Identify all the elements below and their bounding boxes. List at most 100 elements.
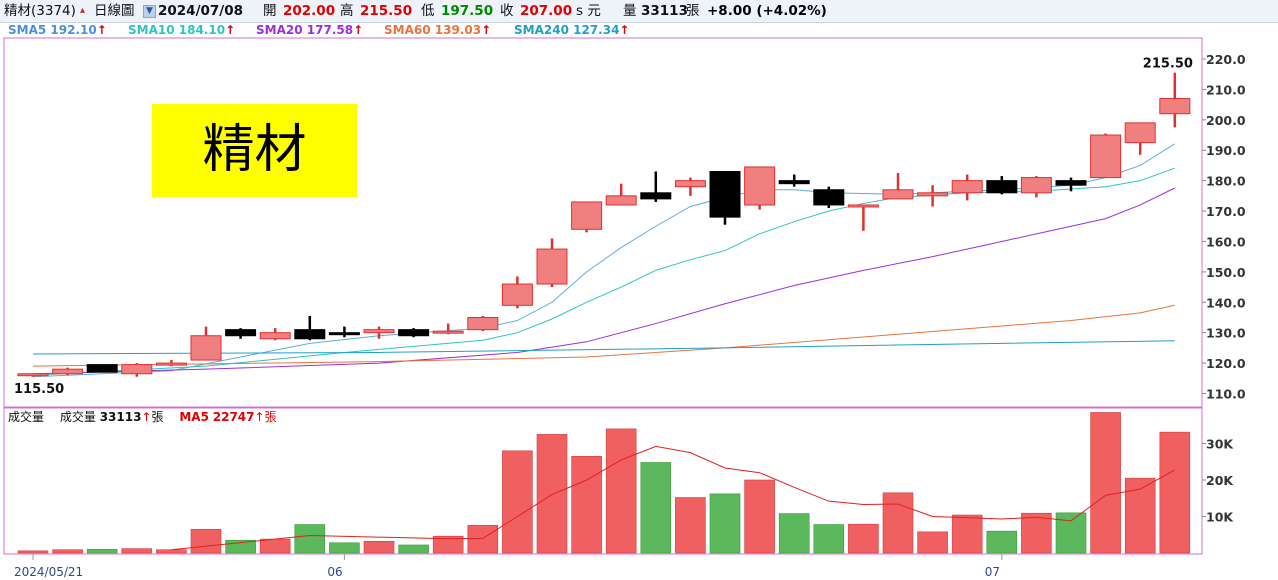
price-panel-border <box>3 37 1203 408</box>
sma5-legend-name: SMA5 <box>8 23 47 37</box>
sma10-legend: SMA10 184.10↑ <box>128 22 235 38</box>
close-label: 收 <box>500 3 514 19</box>
price-tick-label: 170.0 <box>1206 204 1246 219</box>
volume-bar <box>1090 412 1121 554</box>
volume-ma5-line <box>171 445 1176 551</box>
candle-body <box>640 192 672 200</box>
sma20-legend-name: SMA20 <box>256 23 303 37</box>
volume-bar <box>986 530 1018 554</box>
up-arrow-icon: ↑ <box>141 410 152 424</box>
currency-unit: s 元 <box>576 3 601 19</box>
sma240-legend: SMA240 127.34↑ <box>514 22 629 38</box>
candle-body <box>917 192 949 197</box>
candle-body <box>1090 134 1122 179</box>
candle-body <box>709 171 741 218</box>
price-change: +8.00 (+4.02%) <box>707 3 827 19</box>
volume-bar <box>951 514 983 554</box>
candle-body <box>1020 177 1052 194</box>
date-tick-label: 06 <box>327 565 342 579</box>
sma10-legend-value: 184.10 <box>178 23 226 37</box>
volume-legend-label: 成交量 <box>59 410 96 424</box>
price-tick-label: 210.0 <box>1206 82 1246 97</box>
volume-legend-value: 33113 <box>99 410 142 424</box>
up-arrow-icon: ↑ <box>481 23 492 37</box>
date-tick-label: 2024/05/21 <box>14 565 83 579</box>
close-value: 207.00 <box>520 3 573 19</box>
volume-bar <box>640 462 672 554</box>
candle-body <box>536 248 568 285</box>
candle-body <box>1124 122 1156 144</box>
volume-bar <box>1159 431 1191 554</box>
candles <box>17 72 1191 377</box>
volume-bar <box>398 544 429 554</box>
up-arrow-icon: ↑ <box>225 23 236 37</box>
price-tick-label: 180.0 <box>1206 174 1246 189</box>
candle-body <box>605 195 637 206</box>
volume-bar <box>190 528 222 554</box>
sma60-legend: SMA60 139.03↑ <box>384 22 491 38</box>
volume-panel-border <box>3 407 1203 555</box>
price-tick-label: 130.0 <box>1206 326 1246 341</box>
candle-body <box>328 332 360 336</box>
sma5-legend-value: 192.10 <box>50 23 97 37</box>
candle-body <box>86 364 118 373</box>
candle-body <box>52 368 84 375</box>
up-arrow-icon: ↑ <box>353 23 364 37</box>
stock-name-watermark: 精材 <box>152 104 357 197</box>
open-label: 開 <box>263 3 277 19</box>
low-label: 低 <box>421 3 435 19</box>
max-price-label: 215.50 <box>1143 57 1193 72</box>
high-value: 215.50 <box>360 3 413 19</box>
volume-bar <box>156 549 187 554</box>
open-value: 202.00 <box>283 3 336 19</box>
ma5-legend-value: 22747 <box>212 410 255 424</box>
ma5-legend-unit: 張 <box>264 410 277 424</box>
candle-body <box>190 335 222 361</box>
volume-bar <box>813 524 845 554</box>
candle-body <box>778 180 810 185</box>
volume-bar <box>17 550 49 554</box>
price-tick-label: 160.0 <box>1206 234 1246 249</box>
price-tick-label: 140.0 <box>1206 295 1246 310</box>
sma240-legend-name: SMA240 <box>514 23 569 37</box>
price-tick-label: 190.0 <box>1206 143 1246 158</box>
volume-bar <box>571 455 602 554</box>
volume-bar <box>52 549 83 554</box>
volume-bar <box>536 434 568 554</box>
candle-body <box>467 316 499 331</box>
volume-bar <box>259 538 291 554</box>
volume-ma5-line <box>171 445 1176 551</box>
volume-bar <box>882 492 914 554</box>
volume-bar <box>121 548 153 554</box>
period-label[interactable]: 日線圖 <box>94 3 135 19</box>
min-price-label: 115.50 <box>14 382 64 397</box>
sma60-legend-name: SMA60 <box>384 23 431 37</box>
candle-body <box>294 329 326 340</box>
calendar-dropdown-icon[interactable]: ▼ <box>143 5 156 18</box>
candle-body <box>986 180 1018 194</box>
candle-body <box>155 362 187 366</box>
candle-body <box>17 373 49 377</box>
sma20-legend: SMA20 177.58↑ <box>256 22 363 38</box>
sma60-line <box>32 304 1175 367</box>
up-arrow-icon: ↑ <box>254 410 265 424</box>
volume-axis: 10K 20K 30K <box>1202 437 1234 525</box>
price-tick-label: 110.0 <box>1206 387 1246 402</box>
sma5-legend: SMA5 192.10↑ <box>8 22 107 38</box>
volume-bar <box>467 524 499 554</box>
quote-header: 精材(3374) ▴ 日線圖 ▼ 2024/07/08 開 202.00 高 2… <box>0 0 1278 23</box>
sma60-legend-value: 139.03 <box>434 23 482 37</box>
up-arrow-icon: ↑ <box>619 23 630 37</box>
candle-body <box>674 180 706 188</box>
volume-bar <box>1021 512 1052 554</box>
candle-body <box>259 332 291 340</box>
price-tick-label: 120.0 <box>1206 356 1246 371</box>
volume-legend: 成交量 成交量 33113↑張 MA5 22747↑張 <box>8 409 277 425</box>
price-axis: 110.0 120.0 130.0 140.0 150.0 160.0 170.0 180.0… <box>1202 52 1246 402</box>
sma10-legend-name: SMA10 <box>128 23 175 37</box>
candle-body <box>1055 180 1087 186</box>
volume-bar <box>432 535 464 554</box>
candle-body <box>951 180 983 194</box>
volume-bar <box>709 493 741 554</box>
